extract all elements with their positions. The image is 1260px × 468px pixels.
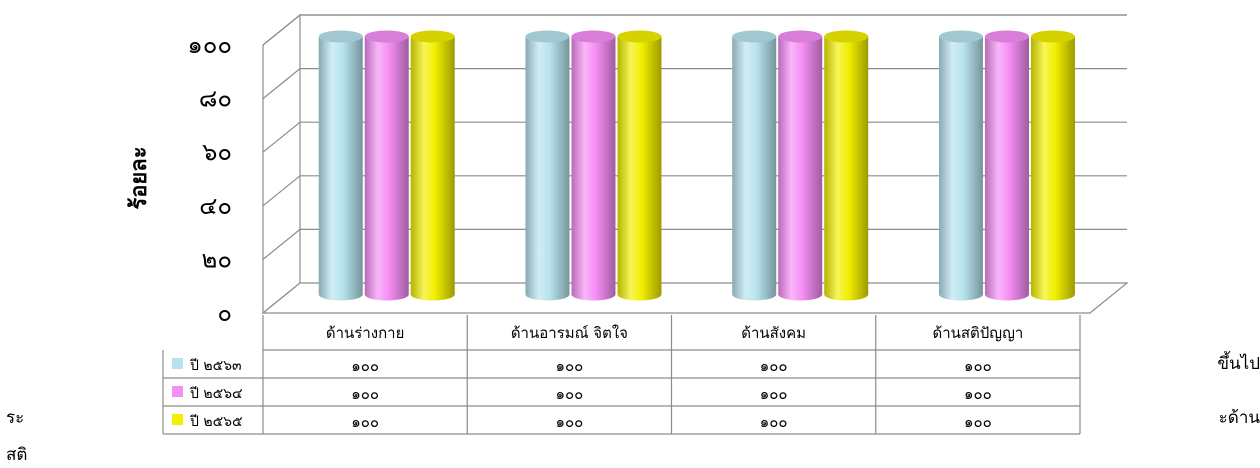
text-fragment-right-2: ะด้าน — [1218, 408, 1260, 428]
data-label: ๑๐๐ — [760, 413, 788, 431]
bar — [732, 30, 777, 301]
legend-label: ปี ๒๕๖๓ — [190, 358, 242, 374]
bar — [984, 30, 1029, 301]
bar — [938, 30, 983, 301]
bar — [571, 30, 616, 301]
text-fragment-left-1: ระ — [6, 408, 25, 428]
data-table: ด้านร่างกาย ด้านอารมณ์ จิตใจ ด้านสังคม ด้าน… — [162, 315, 1081, 435]
data-label: ๑๐๐ — [351, 385, 379, 403]
bar — [525, 30, 570, 301]
gridline-side — [262, 121, 301, 153]
gridline-side — [262, 14, 301, 46]
legend-label: ปี ๒๕๖๔ — [190, 386, 243, 402]
legend-label: ปี ๒๕๖๕ — [190, 414, 243, 430]
bar — [617, 30, 662, 301]
y-tick-label: ๘๐ — [199, 85, 232, 113]
data-label: ๑๐๐ — [555, 413, 583, 431]
data-label: ๑๐๐ — [760, 385, 788, 403]
data-label: ๑๐๐ — [964, 357, 992, 375]
y-tick-label: ๑๐๐ — [187, 31, 232, 59]
legend-swatch — [172, 386, 183, 397]
x-tick-label: ด้านอารมณ์ จิตใจ — [511, 324, 628, 342]
legend-swatch — [172, 414, 183, 425]
data-label: ๑๐๐ — [760, 357, 788, 375]
legend-swatch — [172, 358, 183, 369]
bar — [824, 30, 869, 301]
bars — [318, 30, 1075, 301]
bar — [318, 30, 363, 301]
data-label: ๑๐๐ — [555, 385, 583, 403]
data-label: ๑๐๐ — [351, 413, 379, 431]
bar — [364, 30, 409, 301]
x-tick-label: ด้านร่างกาย — [326, 324, 405, 342]
x-tick-label: ด้านสังคม — [741, 324, 806, 342]
gridline-side — [262, 228, 301, 260]
y-tick-label: ๔๐ — [199, 192, 232, 220]
data-label: ๑๐๐ — [351, 357, 379, 375]
data-label: ๑๐๐ — [964, 413, 992, 431]
bar — [1030, 30, 1075, 301]
text-fragment-right-1: ขึ้นไป — [1217, 354, 1260, 374]
bar — [778, 30, 823, 301]
text-fragment-left-2: สติ — [6, 445, 28, 465]
y-axis-label: ร้อยละ — [127, 146, 152, 209]
side-wall — [262, 13, 301, 315]
bar — [410, 30, 455, 301]
data-label: ๑๐๐ — [964, 385, 992, 403]
gridline-side — [262, 68, 301, 100]
y-axis-ticks: ๐ ๒๐ ๔๐ ๖๐ ๘๐ ๑๐๐ — [187, 31, 232, 327]
y-tick-label: ๖๐ — [202, 138, 232, 166]
gridline-side — [262, 175, 301, 207]
floor — [261, 282, 1129, 314]
y-tick-label: ๒๐ — [202, 245, 232, 273]
data-label: ๑๐๐ — [555, 357, 583, 375]
y-tick-label: ๐ — [217, 299, 232, 327]
x-tick-label: ด้านสติปัญญา — [932, 324, 1023, 342]
